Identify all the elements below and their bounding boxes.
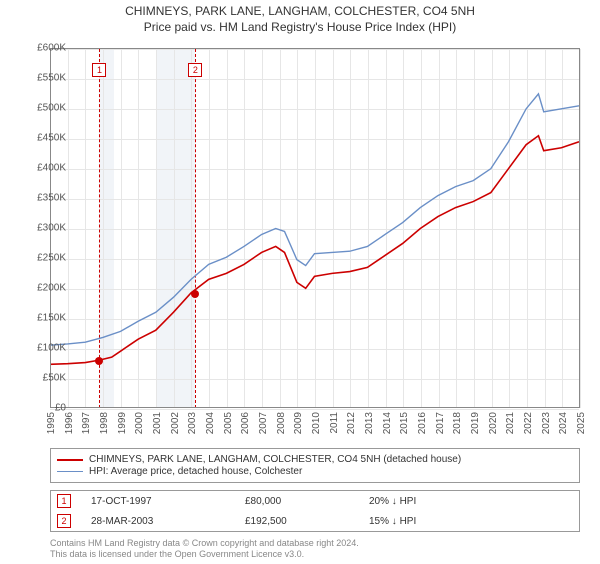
x-axis-tick-label: 2007	[258, 412, 269, 434]
marker-badge: 2	[57, 514, 71, 528]
x-axis-tick-label: 2020	[488, 412, 499, 434]
x-axis-tick-label: 2019	[470, 412, 481, 434]
x-axis-tick-label: 2012	[346, 412, 357, 434]
transactions-table: 1 17-OCT-1997 £80,000 20% ↓ HPI 2 28-MAR…	[50, 490, 580, 532]
x-axis-tick-label: 2023	[541, 412, 552, 434]
x-axis-tick-label: 2009	[293, 412, 304, 434]
x-axis-tick-label: 1999	[117, 412, 128, 434]
x-axis-tick-label: 1997	[81, 412, 92, 434]
x-axis-tick-label: 2003	[187, 412, 198, 434]
chart-subtitle: Price paid vs. HM Land Registry's House …	[0, 20, 600, 34]
x-axis-tick-label: 2010	[311, 412, 322, 434]
x-axis-tick-label: 2022	[523, 412, 534, 434]
x-axis-tick-label: 2018	[452, 412, 463, 434]
data-point-dot	[191, 290, 199, 298]
y-axis-tick-label: £300K	[37, 223, 66, 234]
x-axis-tick-label: 1995	[46, 412, 57, 434]
txn-date: 28-MAR-2003	[91, 516, 241, 527]
series-line	[50, 94, 579, 345]
x-axis-tick-label: 2002	[170, 412, 181, 434]
x-axis-tick-label: 2000	[134, 412, 145, 434]
y-axis-tick-label: £450K	[37, 133, 66, 144]
x-axis-tick-label: 2004	[205, 412, 216, 434]
marker-badge: 1	[57, 494, 71, 508]
callout-marker: 1	[92, 63, 106, 77]
legend-swatch	[57, 471, 83, 472]
series-line	[50, 136, 579, 365]
x-axis-tick-label: 2005	[223, 412, 234, 434]
txn-date: 17-OCT-1997	[91, 496, 241, 507]
x-axis-tick-label: 2015	[399, 412, 410, 434]
y-axis-tick-label: £400K	[37, 163, 66, 174]
legend-label: HPI: Average price, detached house, Colc…	[89, 466, 302, 477]
x-axis-tick-label: 2017	[435, 412, 446, 434]
y-axis-tick-label: £50K	[43, 373, 66, 384]
data-point-dot	[95, 357, 103, 365]
x-axis-tick-label: 2014	[382, 412, 393, 434]
footer-line: Contains HM Land Registry data © Crown c…	[50, 538, 580, 549]
y-axis-tick-label: £250K	[37, 253, 66, 264]
x-axis-tick-label: 2025	[576, 412, 587, 434]
y-axis-tick-label: £200K	[37, 283, 66, 294]
x-axis-tick-label: 2008	[276, 412, 287, 434]
x-axis-tick-label: 2024	[558, 412, 569, 434]
x-axis-tick-label: 1996	[64, 412, 75, 434]
footer-attribution: Contains HM Land Registry data © Crown c…	[50, 538, 580, 560]
y-axis-tick-label: £600K	[37, 43, 66, 54]
x-axis-tick-label: 2016	[417, 412, 428, 434]
legend-item: CHIMNEYS, PARK LANE, LANGHAM, COLCHESTER…	[57, 454, 573, 465]
chart-plot-area: 12	[50, 48, 580, 408]
txn-pct: 20% ↓ HPI	[369, 496, 469, 507]
chart-title: CHIMNEYS, PARK LANE, LANGHAM, COLCHESTER…	[0, 4, 600, 18]
y-axis-tick-label: £100K	[37, 343, 66, 354]
table-row: 2 28-MAR-2003 £192,500 15% ↓ HPI	[51, 511, 579, 531]
chart-container: CHIMNEYS, PARK LANE, LANGHAM, COLCHESTER…	[0, 4, 600, 564]
footer-line: This data is licensed under the Open Gov…	[50, 549, 580, 560]
y-axis-tick-label: £350K	[37, 193, 66, 204]
legend-swatch	[57, 459, 83, 461]
txn-price: £192,500	[245, 516, 365, 527]
x-axis-tick-label: 2021	[505, 412, 516, 434]
x-axis-tick-label: 1998	[99, 412, 110, 434]
y-axis-tick-label: £500K	[37, 103, 66, 114]
x-axis-tick-label: 2006	[240, 412, 251, 434]
legend-box: CHIMNEYS, PARK LANE, LANGHAM, COLCHESTER…	[50, 448, 580, 483]
x-axis-tick-label: 2013	[364, 412, 375, 434]
y-axis-tick-label: £150K	[37, 313, 66, 324]
x-axis-tick-label: 2011	[329, 412, 340, 434]
table-row: 1 17-OCT-1997 £80,000 20% ↓ HPI	[51, 491, 579, 511]
legend-label: CHIMNEYS, PARK LANE, LANGHAM, COLCHESTER…	[89, 454, 461, 465]
txn-pct: 15% ↓ HPI	[369, 516, 469, 527]
y-axis-tick-label: £550K	[37, 73, 66, 84]
x-axis-tick-label: 2001	[152, 412, 163, 434]
txn-price: £80,000	[245, 496, 365, 507]
legend-item: HPI: Average price, detached house, Colc…	[57, 466, 573, 477]
callout-marker: 2	[188, 63, 202, 77]
